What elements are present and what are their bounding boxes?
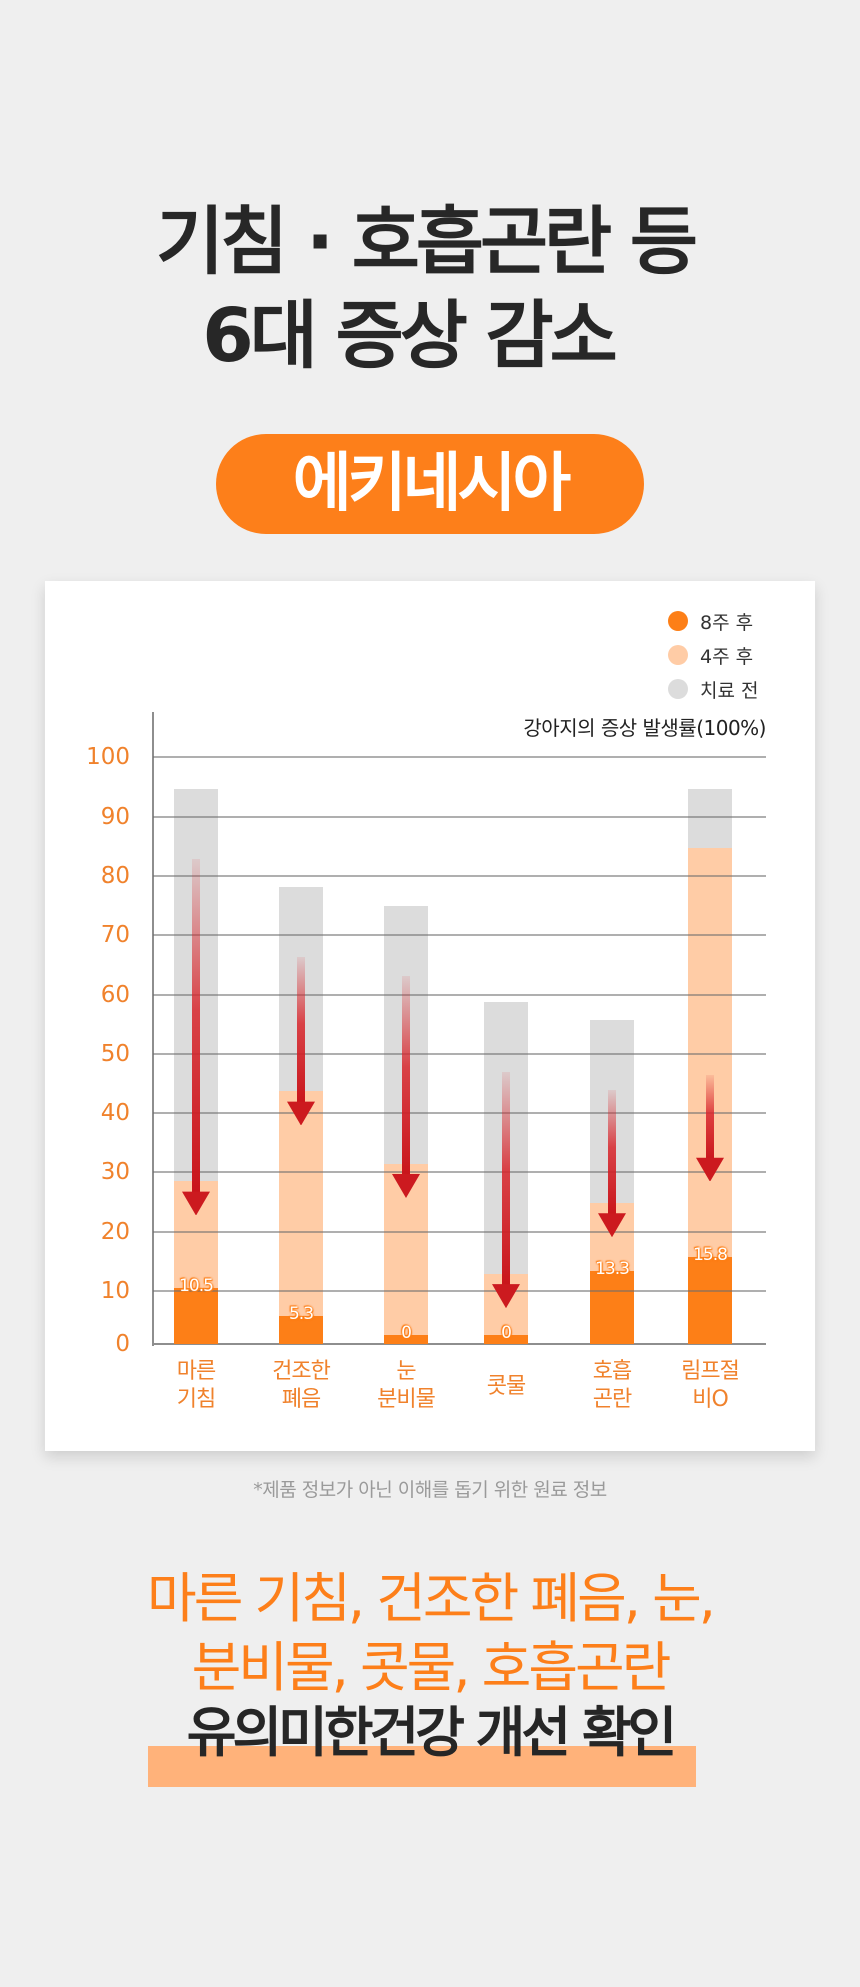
gridline: [153, 934, 766, 937]
category-label-line: 마른: [176, 1359, 216, 1384]
bar-8-weeks: [688, 1256, 732, 1344]
bar-8-weeks: [279, 1315, 323, 1344]
category-label-line: 건조한: [272, 1359, 331, 1384]
y-tick-label: 20: [100, 1218, 130, 1245]
down-arrow-icon: [696, 1074, 724, 1182]
legend-dot-icon: [668, 645, 688, 665]
chart-card: [45, 581, 815, 1451]
x-category-label: 콧물: [456, 1373, 556, 1401]
down-arrow-icon: [598, 1089, 626, 1238]
gridline: [153, 815, 766, 818]
footnote: *제품 정보가 아닌 이해를 돕기 위한 원료 정보: [253, 1479, 607, 1501]
data-label: 0: [501, 1323, 512, 1343]
summary-line-1: 마른 기침, 건조한 폐음, 눈,: [147, 1567, 716, 1630]
chart-title: 강아지의 증상 발생률(100%): [523, 716, 766, 740]
y-tick-label: 30: [100, 1159, 130, 1186]
category-label-line: 폐음: [281, 1387, 321, 1412]
data-label: 0: [401, 1323, 412, 1343]
legend-label: 8주 후: [700, 611, 754, 634]
gridline: [153, 1290, 766, 1292]
gridline: [153, 756, 766, 759]
x-axis: [152, 1343, 766, 1345]
y-tick-label: 0: [115, 1331, 130, 1357]
summary-highlight: [148, 1746, 696, 1787]
summary-line-3: 유의미한건강 개선 확인: [186, 1701, 677, 1764]
bar-8-weeks: [174, 1288, 218, 1344]
y-axis: [152, 712, 154, 1346]
legend-label: 치료 전: [700, 679, 759, 702]
category-label-line: 콧물: [486, 1374, 526, 1399]
data-label: 5.3: [288, 1303, 314, 1324]
down-arrow-icon: [182, 858, 210, 1216]
down-arrow-icon: [492, 1071, 520, 1308]
category-label-line: 호흡: [592, 1359, 632, 1384]
gridline: [153, 1052, 766, 1055]
chart-legend: 8주 후 4주 후 치료 전: [668, 604, 758, 706]
headline-line-2: 6대 증상 감소: [202, 293, 617, 379]
down-arrow-icon: [392, 975, 420, 1198]
summary-line-2: 분비물, 콧물, 호흡곤란: [191, 1636, 672, 1699]
y-tick-label: 50: [100, 1040, 130, 1067]
y-tick-label: 40: [100, 1100, 130, 1127]
gridline: [153, 993, 766, 996]
legend-label: 4주 후: [700, 645, 754, 668]
y-tick-label: 10: [100, 1278, 130, 1304]
y-tick-label: 90: [100, 803, 130, 830]
data-label: 15.8: [693, 1244, 728, 1265]
legend-dot-icon: [668, 679, 688, 699]
category-label-line: 곤란: [592, 1387, 632, 1412]
product-pill: 에키네시아: [216, 434, 644, 534]
down-arrow-icon: [287, 956, 315, 1126]
y-tick-label: 60: [100, 981, 130, 1008]
legend-item-4weeks: 4주 후: [668, 638, 758, 672]
bar-8-weeks: [590, 1271, 634, 1344]
bar-8-weeks: [484, 1335, 528, 1344]
bar-4-weeks: [279, 1091, 323, 1344]
category-label-line: 눈: [396, 1359, 416, 1384]
legend-dot-icon: [668, 611, 688, 631]
data-label: 13.3: [595, 1259, 630, 1280]
gridline: [153, 874, 766, 877]
category-label-line: 분비물: [377, 1387, 436, 1412]
legend-item-8weeks: 8주 후: [668, 604, 758, 638]
gridline: [153, 1112, 766, 1115]
gridline: [153, 1230, 766, 1233]
bar-8-weeks: [384, 1335, 428, 1344]
y-tick-label: 100: [86, 744, 130, 771]
y-tick-label: 70: [100, 922, 130, 949]
category-label-line: 림프절: [681, 1359, 740, 1384]
y-tick-label: 80: [100, 862, 130, 889]
category-label-line: 기침: [176, 1387, 216, 1412]
legend-item-before: 치료 전: [668, 672, 758, 706]
category-label-line: 비O: [692, 1387, 729, 1412]
headline-line-1: 기침 · 호흡곤란 등: [156, 199, 698, 285]
data-label: 10.5: [179, 1276, 214, 1297]
gridline: [153, 1171, 766, 1174]
